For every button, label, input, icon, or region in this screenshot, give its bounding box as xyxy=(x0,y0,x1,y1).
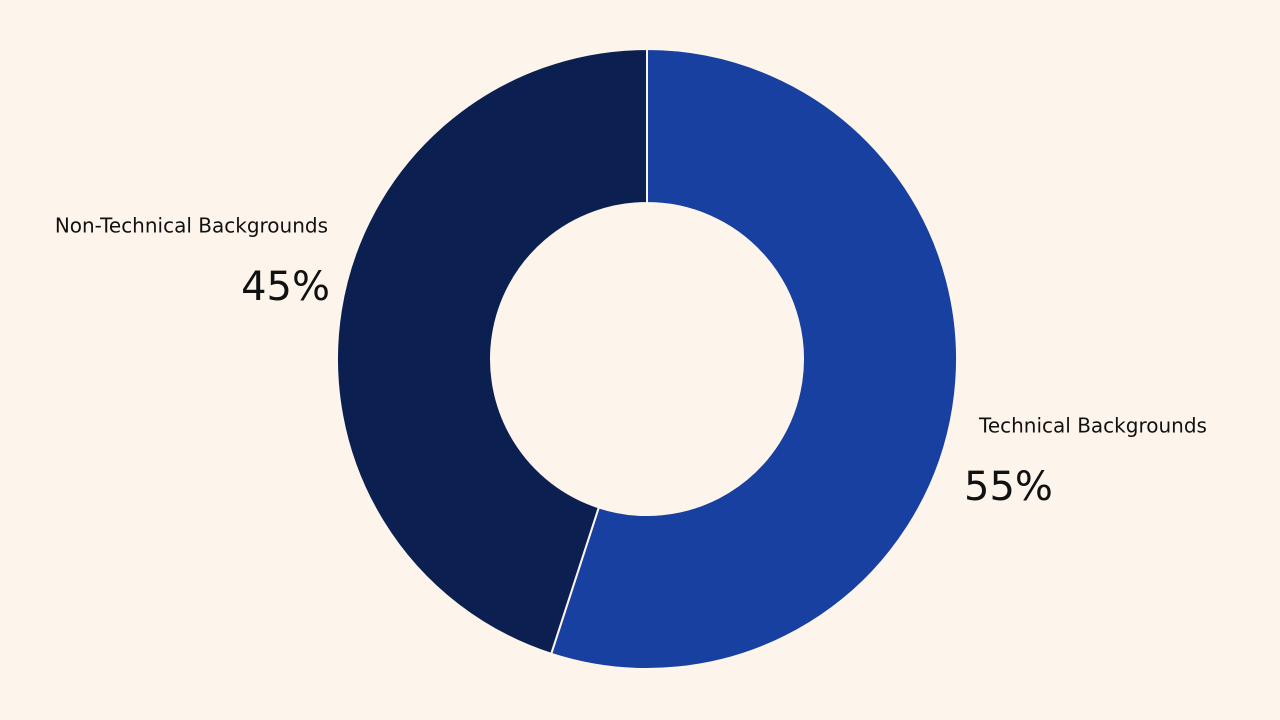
donut-slice xyxy=(549,47,958,670)
donut-slice xyxy=(336,47,648,656)
value-label: 55% xyxy=(964,464,1053,510)
category-label: Technical Backgrounds xyxy=(978,414,1207,438)
category-label: Non-Technical Backgrounds xyxy=(55,214,328,238)
value-label: 45% xyxy=(241,264,330,310)
